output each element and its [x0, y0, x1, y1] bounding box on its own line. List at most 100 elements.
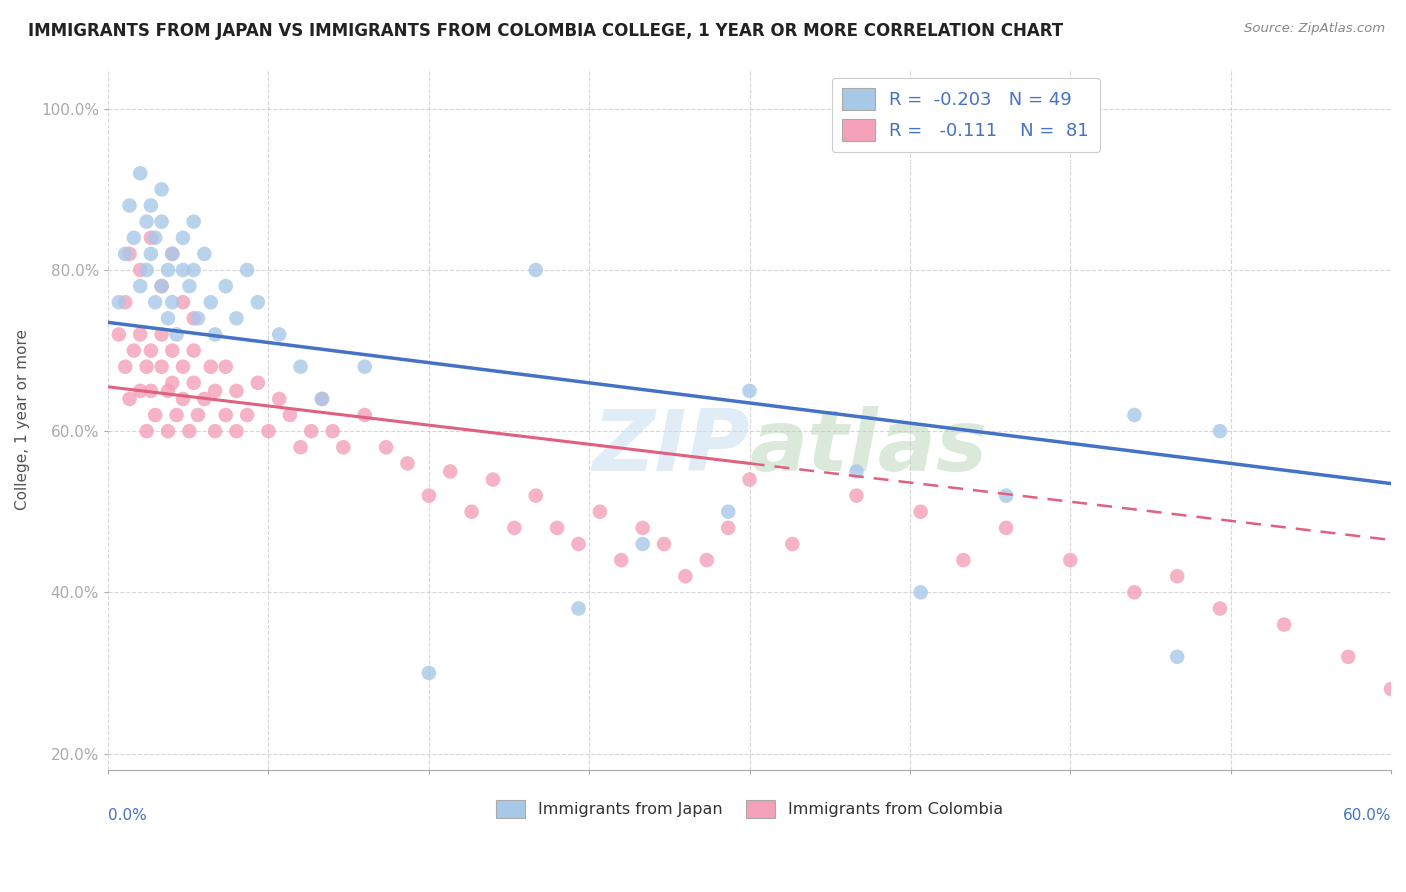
- Point: [129, 384, 152, 398]
- Point: [236, 263, 259, 277]
- Point: [396, 457, 419, 471]
- Point: [353, 359, 375, 374]
- Point: [717, 521, 740, 535]
- Point: [172, 295, 194, 310]
- Point: [696, 553, 718, 567]
- Point: [215, 408, 238, 422]
- Point: [193, 247, 215, 261]
- Point: [631, 537, 654, 551]
- Point: [910, 585, 932, 599]
- Point: [108, 327, 131, 342]
- Point: [1123, 585, 1146, 599]
- Point: [1059, 553, 1081, 567]
- Point: [129, 263, 152, 277]
- Point: [172, 263, 194, 277]
- Point: [1166, 649, 1188, 664]
- Point: [738, 384, 761, 398]
- Point: [215, 359, 238, 374]
- Point: [183, 263, 205, 277]
- Point: [225, 424, 247, 438]
- Point: [200, 359, 222, 374]
- Point: [135, 359, 157, 374]
- Point: [156, 263, 179, 277]
- Point: [143, 295, 166, 310]
- Point: [129, 279, 152, 293]
- Point: [143, 231, 166, 245]
- Point: [1123, 408, 1146, 422]
- Point: [567, 537, 589, 551]
- Point: [166, 408, 188, 422]
- Point: [183, 376, 205, 390]
- Point: [156, 384, 179, 398]
- Point: [156, 424, 179, 438]
- Point: [139, 231, 162, 245]
- Point: [139, 384, 162, 398]
- Point: [439, 465, 461, 479]
- Point: [652, 537, 675, 551]
- Point: [290, 359, 312, 374]
- Text: atlas: atlas: [749, 406, 987, 489]
- Point: [418, 489, 440, 503]
- Point: [200, 295, 222, 310]
- Point: [150, 359, 173, 374]
- Point: [257, 424, 280, 438]
- Point: [172, 359, 194, 374]
- Point: [122, 343, 145, 358]
- Point: [150, 327, 173, 342]
- Point: [118, 198, 141, 212]
- Point: [482, 473, 505, 487]
- Point: [589, 505, 612, 519]
- Point: [845, 465, 868, 479]
- Point: [139, 198, 162, 212]
- Point: [952, 553, 974, 567]
- Point: [150, 214, 173, 228]
- Point: [172, 231, 194, 245]
- Y-axis label: College, 1 year or more: College, 1 year or more: [15, 328, 30, 509]
- Point: [311, 392, 333, 406]
- Point: [193, 392, 215, 406]
- Point: [311, 392, 333, 406]
- Point: [183, 343, 205, 358]
- Point: [1209, 601, 1232, 615]
- Point: [418, 665, 440, 680]
- Point: [166, 327, 188, 342]
- Point: [118, 247, 141, 261]
- Point: [1272, 617, 1295, 632]
- Point: [675, 569, 697, 583]
- Point: [172, 392, 194, 406]
- Point: [246, 376, 269, 390]
- Point: [129, 166, 152, 180]
- Point: [179, 279, 201, 293]
- Point: [995, 489, 1018, 503]
- Point: [162, 295, 184, 310]
- Point: [322, 424, 344, 438]
- Legend: Immigrants from Japan, Immigrants from Colombia: Immigrants from Japan, Immigrants from C…: [489, 794, 1010, 825]
- Point: [246, 295, 269, 310]
- Point: [187, 408, 209, 422]
- Point: [183, 214, 205, 228]
- Point: [114, 295, 136, 310]
- Point: [995, 521, 1018, 535]
- Point: [114, 359, 136, 374]
- Point: [278, 408, 301, 422]
- Text: 60.0%: 60.0%: [1343, 808, 1391, 823]
- Point: [546, 521, 568, 535]
- Point: [162, 376, 184, 390]
- Point: [353, 408, 375, 422]
- Text: Source: ZipAtlas.com: Source: ZipAtlas.com: [1244, 22, 1385, 36]
- Point: [150, 279, 173, 293]
- Point: [299, 424, 322, 438]
- Point: [910, 505, 932, 519]
- Point: [717, 505, 740, 519]
- Text: IMMIGRANTS FROM JAPAN VS IMMIGRANTS FROM COLOMBIA COLLEGE, 1 YEAR OR MORE CORREL: IMMIGRANTS FROM JAPAN VS IMMIGRANTS FROM…: [28, 22, 1063, 40]
- Point: [162, 247, 184, 261]
- Point: [610, 553, 633, 567]
- Point: [567, 601, 589, 615]
- Point: [1166, 569, 1188, 583]
- Point: [225, 311, 247, 326]
- Point: [135, 214, 157, 228]
- Point: [1337, 649, 1360, 664]
- Point: [332, 440, 354, 454]
- Point: [236, 408, 259, 422]
- Point: [269, 327, 291, 342]
